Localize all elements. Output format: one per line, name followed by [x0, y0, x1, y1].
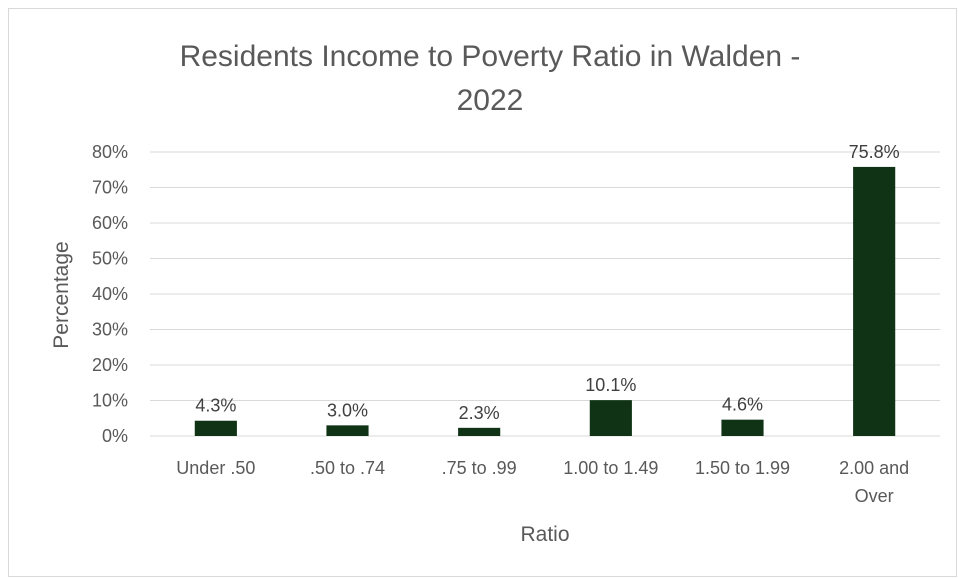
bar	[589, 400, 632, 436]
x-tick-label: .75 to .99	[442, 458, 517, 478]
gridlines	[150, 151, 940, 437]
bar	[458, 427, 501, 436]
chart-title-line: 2022	[457, 84, 524, 117]
y-tick-label: 70%	[92, 178, 128, 198]
data-label: 10.1%	[585, 375, 636, 395]
data-label: 75.8%	[849, 142, 900, 162]
x-tick-label: 1.50 to 1.99	[695, 458, 790, 478]
x-tick-label: Under .50	[176, 458, 255, 478]
bars	[194, 166, 896, 436]
x-tick-label: .50 to .74	[310, 458, 385, 478]
chart-frame	[8, 8, 957, 577]
y-tick-label: 40%	[92, 284, 128, 304]
x-axis-title: Ratio	[520, 523, 569, 546]
y-tick-label: 20%	[92, 355, 128, 375]
y-tick-label: 10%	[92, 391, 128, 411]
bar	[326, 425, 369, 436]
y-tick-label: 80%	[92, 142, 128, 162]
data-labels: 4.3% 3.0% 2.3% 10.1% 4.6% 75.8%	[195, 142, 899, 423]
bar	[853, 166, 896, 436]
bar	[194, 420, 237, 436]
data-label: 4.3%	[195, 396, 236, 416]
chart-title-line: Residents Income to Poverty Ratio in Wal…	[180, 40, 801, 73]
y-tick-label: 0%	[102, 426, 128, 446]
x-tick-label: Over	[855, 486, 894, 506]
y-tick-label: 50%	[92, 249, 128, 269]
x-tick-label: 2.00 and	[839, 458, 909, 478]
data-label: 4.6%	[722, 395, 763, 415]
data-label: 3.0%	[327, 400, 368, 420]
y-tick-label: 60%	[92, 213, 128, 233]
y-axis-title: Percentage	[50, 241, 73, 348]
x-tick-label: 1.00 to 1.49	[563, 458, 658, 478]
x-axis-ticks: Under .50 .50 to .74 .75 to .99 1.00 to 1.4…	[176, 458, 909, 506]
chart-title: Residents Income to Poverty Ratio in Wal…	[180, 40, 801, 117]
y-tick-label: 30%	[92, 320, 128, 340]
y-axis-ticks: 0% 10% 20% 30% 40% 50% 60% 70% 80%	[92, 142, 128, 446]
bar	[721, 419, 764, 436]
data-label: 2.3%	[459, 403, 500, 423]
